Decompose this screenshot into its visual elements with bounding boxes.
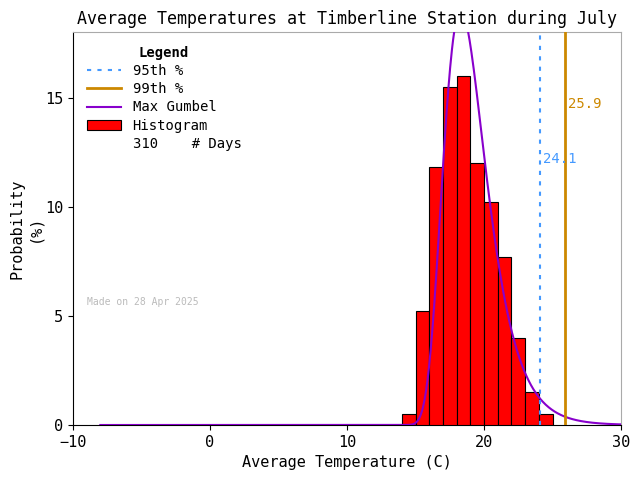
Bar [429,168,443,425]
Text: 25.9: 25.9 [568,97,601,111]
Bar [484,203,498,425]
Y-axis label: Probability
(%): Probability (%) [10,179,42,279]
Bar [457,76,470,425]
Text: 24.1: 24.1 [543,152,577,166]
Title: Average Temperatures at Timberline Station during July: Average Temperatures at Timberline Stati… [77,10,617,28]
Legend: 95th %, 99th %, Max Gumbel, Histogram, 310    # Days: 95th %, 99th %, Max Gumbel, Histogram, 3… [80,39,248,158]
Bar [539,414,552,425]
Bar [443,86,457,425]
X-axis label: Average Temperature (C): Average Temperature (C) [242,455,452,470]
Bar [415,312,429,425]
Bar [525,392,539,425]
Bar [511,337,525,425]
Bar [498,257,511,425]
Bar [402,414,415,425]
Bar [470,163,484,425]
Text: Made on 28 Apr 2025: Made on 28 Apr 2025 [86,297,198,307]
